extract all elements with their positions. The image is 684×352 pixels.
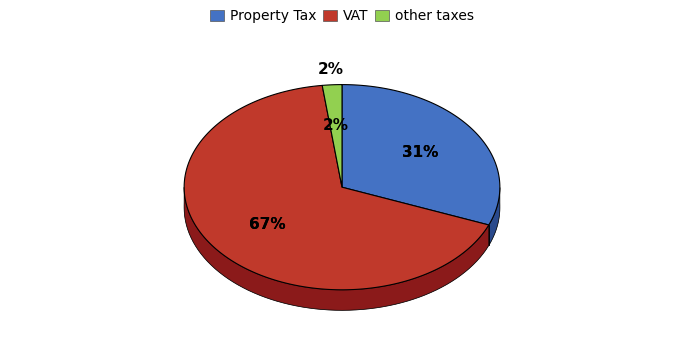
Polygon shape	[489, 188, 500, 245]
Polygon shape	[322, 84, 342, 187]
Text: 31%: 31%	[402, 145, 438, 160]
Ellipse shape	[184, 105, 500, 310]
Polygon shape	[184, 187, 489, 310]
Text: 31%: 31%	[402, 145, 438, 160]
Text: 2%: 2%	[323, 118, 349, 133]
Legend: Property Tax, VAT, other taxes: Property Tax, VAT, other taxes	[205, 4, 479, 29]
Text: 67%: 67%	[249, 218, 285, 232]
Polygon shape	[184, 86, 489, 290]
Text: 2%: 2%	[317, 62, 343, 77]
Polygon shape	[342, 84, 500, 225]
Text: 67%: 67%	[249, 218, 285, 232]
